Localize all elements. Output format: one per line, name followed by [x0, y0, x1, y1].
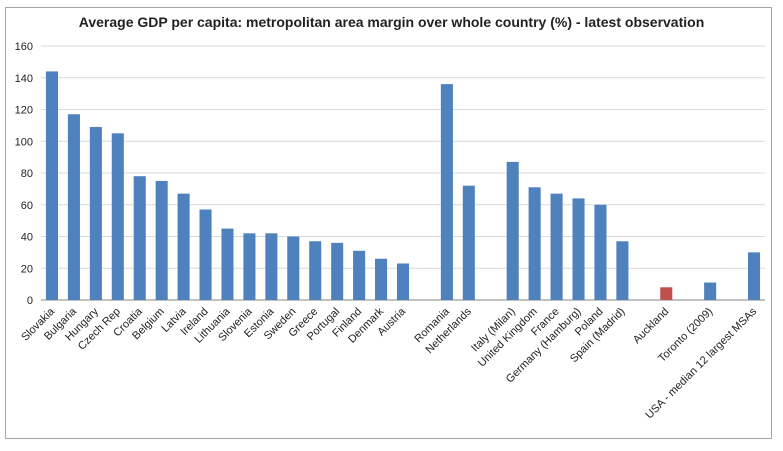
bar: [67, 114, 80, 300]
bar: [177, 193, 190, 300]
y-tick-label: 80: [21, 168, 33, 180]
bar: [133, 176, 146, 300]
bar: [572, 198, 585, 300]
y-tick-label: 40: [21, 232, 33, 244]
bar: [199, 209, 212, 300]
y-tick-label: 120: [15, 105, 33, 117]
bar: [265, 233, 278, 300]
y-tick-label: 0: [27, 295, 33, 307]
bar: [45, 71, 59, 301]
bar: [747, 252, 761, 300]
bar: [309, 241, 322, 300]
x-tick-label: Auckland: [631, 306, 671, 346]
bar: [660, 287, 673, 300]
bar: [111, 133, 124, 300]
bar: [528, 187, 541, 300]
y-tick-label: 100: [15, 136, 33, 148]
bar: [155, 180, 168, 300]
bar: [506, 161, 519, 300]
bar: [550, 193, 563, 300]
bar: [396, 263, 410, 300]
bar: [353, 250, 366, 300]
bar: [704, 282, 717, 300]
bar: [440, 84, 453, 300]
y-tick-label: 160: [15, 41, 33, 53]
bar: [616, 241, 629, 300]
bar: [243, 233, 256, 300]
bar: [89, 126, 102, 301]
y-tick-label: 60: [21, 200, 33, 212]
y-tick-label: 140: [15, 73, 33, 85]
bar: [594, 204, 607, 300]
chart-frame: [5, 7, 772, 439]
y-tick-label: 20: [21, 263, 33, 275]
bar: [221, 228, 234, 300]
bar: [331, 242, 344, 300]
bar: [287, 236, 300, 300]
bar: [462, 185, 475, 300]
chart-title: Average GDP per capita: metropolitan are…: [78, 14, 705, 30]
bar: [375, 258, 388, 300]
